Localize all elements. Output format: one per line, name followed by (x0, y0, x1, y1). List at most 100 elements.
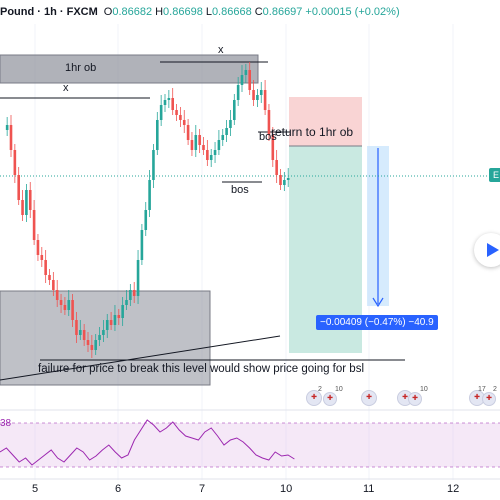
candle-body (286, 178, 290, 180)
x-axis-label: 6 (115, 483, 122, 495)
candle-body (125, 300, 128, 305)
trend-line (0, 335, 281, 381)
close-value: 0.86697 (262, 6, 303, 18)
x-left-label[interactable]: x (63, 82, 69, 94)
candle-body (144, 210, 148, 230)
rsi-line (0, 419, 295, 466)
return-label[interactable]: return to 1hr ob (271, 125, 354, 139)
candle-body (279, 175, 282, 185)
change-value: +0.00015 (+0.02%) (305, 6, 400, 18)
ob-label[interactable]: 1hr ob (65, 62, 97, 74)
candle-body (182, 120, 186, 125)
open-value: 0.86682 (112, 6, 153, 18)
candle-body (275, 160, 278, 175)
candle-body (25, 190, 28, 215)
candle-body (152, 150, 155, 180)
symbol-title[interactable]: Pound · 1h · FXCM (0, 6, 98, 18)
candle-body (17, 175, 20, 200)
candle-body (225, 128, 228, 135)
event-flag-icon[interactable]: ✚ (306, 390, 322, 406)
candle-body (44, 260, 47, 275)
high-label: H (155, 6, 164, 18)
grid (34, 24, 454, 480)
candle-body (121, 305, 124, 318)
open-label: O (103, 6, 113, 18)
candle-body (248, 70, 251, 90)
event-count: 17 (478, 386, 486, 393)
measure-label: −0.00409 (−0.47%) −40.9 (316, 315, 438, 330)
candle-body (98, 335, 101, 340)
candle-body (244, 70, 248, 75)
candle-body (217, 140, 221, 150)
candle-body (32, 210, 36, 240)
x-top-label[interactable]: x (218, 44, 224, 56)
candle-body (55, 290, 59, 300)
bos-lower-label[interactable]: bos (231, 184, 249, 196)
candle-body (129, 290, 132, 300)
candle-body (71, 300, 74, 320)
candle-body (198, 135, 201, 145)
high-value: 0.86698 (163, 6, 203, 18)
event-count: 2 (318, 386, 322, 393)
candle-body (13, 150, 17, 175)
failure-text[interactable]: failure for price to break this level wo… (38, 363, 364, 375)
measure-arrow-head (372, 297, 384, 308)
candle-body (102, 330, 105, 335)
candle-body (202, 145, 205, 150)
x-axis-label: 7 (199, 483, 206, 495)
candle-body (5, 125, 9, 130)
candle-body (221, 135, 225, 140)
candle-body (267, 110, 271, 135)
candle-body (156, 120, 159, 150)
candle-body (206, 150, 209, 160)
event-count: 2 (493, 386, 497, 393)
candle-body (75, 320, 78, 335)
candle-body (159, 105, 163, 120)
low-label: L (205, 6, 212, 18)
candle-body (179, 115, 182, 120)
stop-zone[interactable] (289, 97, 362, 146)
x-axis-label: 5 (32, 483, 39, 495)
replay-play-button[interactable] (474, 233, 500, 267)
candle-body (140, 230, 144, 260)
candle-body (40, 255, 44, 260)
x-axis-label: 12 (447, 483, 460, 495)
candle-body (236, 85, 240, 100)
candle-body (213, 150, 217, 155)
candle-body (86, 340, 90, 345)
rsi-band (0, 423, 500, 467)
candle-body (209, 155, 213, 160)
candle-body (263, 90, 267, 110)
event-flag-icon[interactable]: ✚ (482, 392, 496, 406)
event-flag-icon[interactable]: ✚ (361, 390, 377, 406)
ob-box-top[interactable] (0, 54, 259, 84)
event-count: 10 (335, 386, 343, 393)
x-axis-label: 11 (363, 483, 375, 495)
candle-body (194, 135, 198, 150)
candle-body (113, 315, 117, 325)
event-flag-icon[interactable]: ✚ (408, 392, 422, 406)
candle-body (67, 300, 71, 310)
candle-body (132, 290, 136, 296)
candle-body (117, 315, 121, 318)
candle-body (283, 180, 286, 185)
candle-body (79, 330, 82, 335)
candle-body (175, 110, 178, 115)
candle-body (109, 320, 113, 325)
candle-body (90, 345, 94, 350)
ob-box-bottom[interactable] (0, 290, 211, 386)
candle-body (59, 300, 63, 305)
rsi-value: 38 (0, 418, 12, 429)
candle-body (256, 95, 259, 100)
event-flag-icon[interactable]: ✚ (323, 392, 337, 406)
candle-body (259, 90, 263, 95)
candles (5, 62, 290, 358)
candle-body (171, 98, 174, 110)
candle-body (167, 98, 171, 100)
candle-body (186, 125, 190, 140)
candle-body (240, 75, 244, 85)
bos-upper-label[interactable]: bos (259, 131, 277, 143)
candle-body (21, 200, 24, 215)
candle-body (94, 340, 97, 350)
